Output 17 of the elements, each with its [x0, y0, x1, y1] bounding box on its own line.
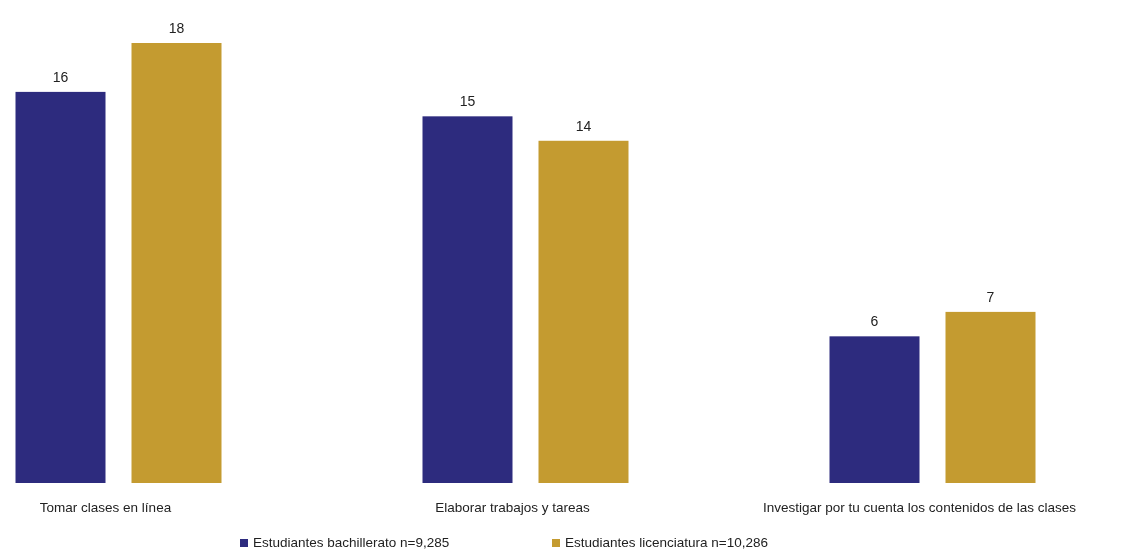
bar	[538, 140, 629, 483]
data-label: 6	[870, 313, 879, 330]
data-label: 14	[575, 117, 592, 134]
bar	[131, 43, 222, 483]
data-label: 7	[986, 288, 995, 305]
data-label: 16	[52, 68, 69, 85]
data-label: 15	[459, 93, 476, 110]
x-tick-label: Elaborar trabajos y tareas	[435, 500, 591, 515]
data-label: 18	[168, 20, 185, 36]
bar	[945, 311, 1036, 483]
x-tick-label: Tomar clases en línea	[39, 500, 172, 515]
bar	[15, 91, 106, 483]
bar	[829, 336, 920, 483]
bar	[422, 116, 513, 483]
x-tick-label: Investigar por tu cuenta los contenidos de las clases	[763, 500, 1077, 515]
legend-label: Estudiantes licenciatura n=10,286	[565, 535, 769, 550]
legend-label: Estudiantes bachillerato n=9,285	[253, 535, 450, 550]
